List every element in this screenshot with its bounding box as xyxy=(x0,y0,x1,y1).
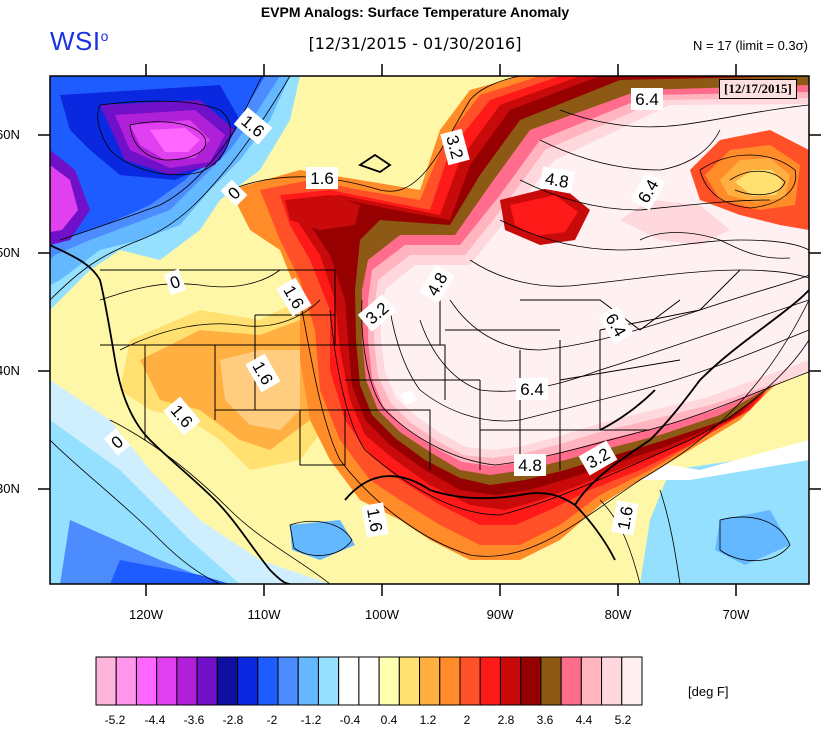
contour-label: 1.6 xyxy=(363,507,386,534)
contour-label: 6.4 xyxy=(635,90,659,109)
contour-label: 6.4 xyxy=(520,380,544,399)
colorbar-tick-label: -1.2 xyxy=(300,713,322,727)
colorbar-cell xyxy=(459,656,481,706)
colorbar-tick-label: 3.6 xyxy=(536,713,554,727)
lon-tick-label: 110W xyxy=(247,607,281,622)
contour-lines xyxy=(50,76,809,584)
logo-mark: o xyxy=(100,28,109,44)
colorbar-cell xyxy=(156,656,178,706)
colorbar-tick-label: -2 xyxy=(266,713,278,727)
colorbar-cell xyxy=(398,656,421,706)
colorbar-cell xyxy=(479,656,501,706)
colorbar-cell xyxy=(95,656,117,706)
lon-tick-label: 80W xyxy=(604,607,632,622)
colorbar-cell xyxy=(540,656,562,706)
colorbar-tick-label: 4.4 xyxy=(575,713,593,727)
colorbar-cell xyxy=(115,656,137,706)
contour-label: 1.6 xyxy=(614,505,637,532)
colorbar-cell xyxy=(439,656,461,706)
chart-title: EVPM Analogs: Surface Temperature Anomal… xyxy=(260,4,570,20)
analog-count: N = 17 (limit = 0.3σ) xyxy=(693,38,808,53)
colorbar-cell xyxy=(580,656,603,706)
coastlines xyxy=(50,153,809,584)
colorbar-tick-label: 2 xyxy=(463,713,471,727)
contour-label: 4.8 xyxy=(518,456,542,475)
colorbar-tick-label: -2.8 xyxy=(222,713,244,727)
analog-date-box: [12/17/2015] xyxy=(719,79,797,99)
colorbar-cell xyxy=(419,656,441,706)
date-range: [12/31/2015 - 01/30/2016] xyxy=(308,34,522,53)
contour-label: 4.8 xyxy=(544,169,571,192)
lon-tick-label: 70W xyxy=(722,607,750,622)
colorbar-tick-label: -4.4 xyxy=(144,713,166,727)
units-label: [deg F] xyxy=(688,684,729,699)
contour-label: 1.6 xyxy=(310,169,334,188)
colorbar-cell xyxy=(176,656,198,706)
colorbar-cell xyxy=(277,656,299,706)
lon-tick-label: 90W xyxy=(486,607,514,622)
colorbar-cell xyxy=(257,656,279,706)
colorbar-cell xyxy=(358,656,380,706)
colorbar-cells xyxy=(95,656,643,706)
colorbar-cell xyxy=(621,656,643,706)
state-borders xyxy=(100,269,741,470)
colorbar-tick-label: -3.6 xyxy=(183,713,205,727)
colorbar-tick-label: 0.4 xyxy=(380,713,398,727)
colorbar-tick-label: 2.8 xyxy=(497,713,515,727)
lat-tick-label: 30N xyxy=(0,481,20,496)
colorbar-cell xyxy=(378,656,400,706)
colorbar-tick-label: -0.4 xyxy=(339,713,361,727)
colorbar-cell xyxy=(601,656,623,706)
anomaly-field xyxy=(50,76,809,584)
wsi-logo: WSIo xyxy=(50,26,109,57)
colorbar-cell xyxy=(338,656,360,706)
plot-frame xyxy=(49,75,810,585)
logo-text: WSI xyxy=(50,26,101,56)
colorbar-cell xyxy=(196,656,218,706)
lon-tick-label: 100W xyxy=(365,607,399,622)
colorbar-cell xyxy=(499,656,522,706)
axis-ticks xyxy=(38,64,821,596)
colorbar-cell xyxy=(560,656,582,706)
colorbar-cell xyxy=(317,656,340,706)
colorbar-cell xyxy=(520,656,542,706)
lat-tick-label: 60N xyxy=(0,127,20,142)
colorbar-cell xyxy=(216,656,239,706)
colorbar-cell xyxy=(135,656,158,706)
contour-label-group: 1.6 1.6 0 1.6 3.2 4.8 6.4 4.8 6.4 0 1.6 … xyxy=(103,88,666,538)
colorbar-tick-label: -5.2 xyxy=(104,713,126,727)
colorbar-cell xyxy=(237,656,259,706)
lon-tick-label: 120W xyxy=(129,607,163,622)
anomaly-map: 1.6 1.6 0 1.6 3.2 4.8 6.4 4.8 6.4 0 1.6 … xyxy=(38,64,821,596)
lat-tick-label: 40N xyxy=(0,363,20,378)
colorbar-cell xyxy=(297,656,319,706)
lat-tick-label: 50N xyxy=(0,245,20,260)
colorbar-tick-label: 5.2 xyxy=(614,713,632,727)
colorbar-tick-label: 1.2 xyxy=(419,713,437,727)
